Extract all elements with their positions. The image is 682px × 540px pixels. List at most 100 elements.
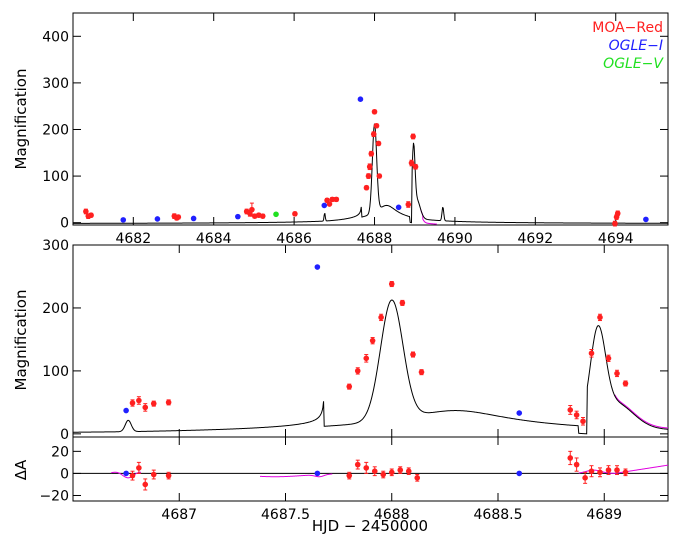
- data-point-moa-red: [363, 355, 370, 362]
- data-point-moa-red: [366, 163, 373, 170]
- data-point-ogle-i: [357, 96, 364, 102]
- residual-panel-model-curves: [73, 464, 669, 479]
- y-tick-label: 100: [42, 364, 69, 380]
- residual-panel-ylabel: ΔA: [12, 459, 30, 480]
- data-point-moa-red: [614, 210, 621, 217]
- data-point-moa-red: [165, 399, 172, 406]
- data-point-moa-red: [370, 131, 377, 137]
- data-point-moa-red: [410, 351, 416, 358]
- data-point-moa-red: [588, 468, 595, 475]
- data-point-moa-red: [597, 469, 603, 476]
- data-point-moa-red: [142, 481, 149, 488]
- data-point-moa-red: [129, 472, 136, 479]
- residual-panel-axes: −20 0 20 4687 4687.5 4688 4688.5 4689: [39, 437, 668, 523]
- y-tick-label: 0: [60, 427, 69, 443]
- legend-entry-ogle-v: OGLE−V: [603, 56, 664, 72]
- data-point-ogle-i: [516, 470, 523, 477]
- data-point-moa-red: [363, 465, 370, 471]
- data-point-moa-red: [414, 475, 421, 481]
- x-tick-label: 4688: [374, 507, 410, 523]
- middle-panel-axes: 0 100 200 300: [42, 238, 668, 443]
- data-point-moa-red: [567, 407, 574, 413]
- data-point-moa-red: [368, 150, 375, 157]
- x-tick-label: 4687: [161, 507, 197, 523]
- data-point-moa-red: [375, 140, 382, 147]
- data-point-moa-red: [354, 461, 361, 468]
- data-point-moa-red: [582, 475, 588, 481]
- data-point-moa-red: [410, 133, 416, 140]
- data-point-ogle-i: [190, 215, 197, 222]
- data-point-moa-red: [369, 337, 376, 344]
- y-tick-label: 400: [42, 29, 69, 45]
- top-panel-axes: 0 100 200 300 400 4682 4684 4686 4688 4690 4692 469…: [42, 13, 668, 247]
- data-point-moa-red: [605, 355, 612, 362]
- data-point-moa-red: [614, 370, 620, 377]
- data-point-moa-red: [580, 418, 586, 425]
- x-tick-label: 4690: [437, 231, 473, 247]
- data-point-moa-red: [614, 467, 620, 473]
- x-tick-label: 4689: [586, 507, 622, 523]
- data-point-moa-red: [388, 469, 395, 476]
- x-tick-label: 4688: [357, 231, 393, 247]
- data-point-ogle-i: [154, 216, 161, 222]
- data-point-moa-red: [588, 350, 595, 357]
- data-point-ogle-i: [123, 470, 129, 477]
- data-point-moa-red: [376, 173, 383, 179]
- data-point-moa-red: [605, 467, 612, 473]
- legend-entry-ogle-i: OGLE−I: [609, 38, 663, 54]
- data-point-moa-red: [378, 314, 384, 321]
- top-panel: 0 100 200 300 400 4682 4684 4686 4688 4690 4692 469…: [12, 12, 669, 247]
- data-point-moa-red: [292, 211, 298, 217]
- data-point-moa-red: [150, 471, 157, 478]
- y-tick-label: 0: [60, 466, 69, 482]
- y-tick-label: 200: [42, 122, 69, 138]
- data-point-moa-red: [573, 461, 580, 468]
- model-curve: [73, 299, 669, 435]
- data-point-moa-red: [346, 383, 353, 390]
- data-point-moa-red: [363, 184, 370, 191]
- data-point-moa-red: [371, 108, 378, 115]
- middle-panel: 0 100 200 300 Magnification: [12, 238, 669, 443]
- data-point-moa-red: [346, 472, 353, 479]
- data-point-moa-red: [373, 122, 380, 129]
- x-tick-label: 4684: [196, 231, 232, 247]
- data-point-moa-red: [597, 314, 603, 321]
- data-point-ogle-i: [516, 410, 523, 416]
- top-panel-data-points: [83, 96, 649, 227]
- data-point-moa-red: [259, 213, 266, 219]
- data-point-moa-red: [365, 173, 372, 179]
- residual-panel-data-points: [123, 450, 629, 491]
- data-point-moa-red: [354, 368, 361, 374]
- data-point-moa-red: [249, 206, 255, 213]
- y-tick-label: 20: [51, 444, 69, 460]
- y-tick-label: 100: [42, 169, 69, 185]
- data-point-ogle-i: [314, 264, 321, 270]
- data-point-moa-red: [405, 468, 412, 475]
- x-tick-label: 4686: [276, 231, 312, 247]
- legend-entry-moa-red: MOA−Red: [592, 20, 663, 36]
- data-point-moa-red: [397, 467, 404, 473]
- x-tick-label: 4692: [518, 231, 554, 247]
- data-point-moa-red: [399, 300, 406, 306]
- data-point-moa-red: [136, 465, 142, 471]
- middle-panel-ylabel: Magnification: [12, 290, 30, 391]
- data-point-ogle-i: [395, 204, 402, 211]
- y-tick-label: 200: [42, 301, 69, 317]
- data-point-moa-red: [622, 469, 629, 476]
- model-curve: [73, 123, 668, 224]
- data-point-moa-red: [380, 471, 387, 478]
- x-axis-label: HJD − 2450000: [312, 517, 428, 535]
- data-point-ogle-v: [273, 211, 279, 218]
- x-tick-label: 4682: [115, 231, 151, 247]
- y-tick-label: 0: [60, 216, 69, 232]
- data-point-moa-red: [412, 163, 419, 170]
- data-point-moa-red: [573, 412, 580, 418]
- residual-panel-frame: [72, 436, 669, 502]
- data-point-moa-red: [129, 400, 136, 406]
- data-point-moa-red: [329, 196, 336, 203]
- data-point-moa-red: [150, 400, 157, 407]
- data-point-ogle-i: [120, 217, 127, 223]
- x-tick-label: 4687.5: [261, 507, 310, 523]
- model-curve-alt: [420, 209, 438, 225]
- data-point-moa-red: [333, 196, 340, 203]
